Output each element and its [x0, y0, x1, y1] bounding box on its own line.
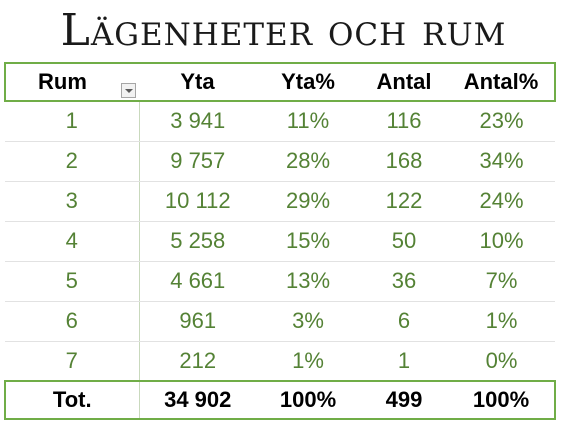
table-row: 1 3 941 11% 116 23%	[5, 101, 555, 142]
cell-yta-percent: 3%	[256, 301, 360, 342]
cell-yta: 10 112	[139, 181, 256, 222]
column-header-yta: Yta	[139, 62, 256, 102]
rooms-table: Rum Yta Yta% Antal Antal% 1 3 941 11% 11…	[4, 62, 556, 420]
cell-rum: 4	[5, 221, 140, 262]
table-row: 3 10 112 29% 122 24%	[5, 181, 555, 222]
total-antal: 499	[360, 380, 448, 420]
cell-antal: 122	[360, 181, 448, 222]
table-row: 2 9 757 28% 168 34%	[5, 141, 555, 182]
cell-antal: 1	[360, 341, 448, 382]
filter-dropdown-button[interactable]	[121, 83, 136, 98]
page-title: Lägenheter och rum	[60, 5, 507, 56]
table-row: 7 212 1% 1 0%	[5, 341, 555, 382]
cell-yta: 961	[139, 301, 256, 342]
cell-yta-percent: 15%	[256, 221, 360, 262]
cell-yta-percent: 29%	[256, 181, 360, 222]
column-header-antal: Antal	[360, 62, 448, 102]
cell-yta: 9 757	[139, 141, 256, 182]
cell-rum: 1	[5, 101, 140, 142]
cell-antal-percent: 10%	[448, 221, 555, 262]
table-row: 5 4 661 13% 36 7%	[5, 261, 555, 302]
table-row: 6 961 3% 6 1%	[5, 301, 555, 342]
cell-antal-percent: 0%	[448, 341, 555, 382]
cell-yta: 5 258	[139, 221, 256, 262]
total-label: Tot.	[4, 380, 140, 420]
cell-rum: 3	[5, 181, 140, 222]
total-yta-percent: 100%	[256, 380, 360, 420]
cell-antal-percent: 1%	[448, 301, 555, 342]
cell-antal: 116	[360, 101, 448, 142]
cell-yta: 212	[139, 341, 256, 382]
cell-antal-percent: 24%	[448, 181, 555, 222]
cell-yta-percent: 13%	[256, 261, 360, 302]
cell-rum: 6	[5, 301, 140, 342]
cell-yta-percent: 28%	[256, 141, 360, 182]
column-header-yta-percent: Yta%	[256, 62, 360, 102]
cell-antal: 36	[360, 261, 448, 302]
table-row: 4 5 258 15% 50 10%	[5, 221, 555, 262]
column-header-rum: Rum	[4, 62, 139, 102]
total-yta: 34 902	[139, 380, 256, 420]
cell-yta-percent: 11%	[256, 101, 360, 142]
cell-antal: 50	[360, 221, 448, 262]
header-row: Rum Yta Yta% Antal Antal%	[4, 62, 556, 102]
total-row: Tot. 34 902 100% 499 100%	[4, 380, 556, 420]
cell-rum: 7	[5, 341, 140, 382]
cell-rum: 5	[5, 261, 140, 302]
cell-rum: 2	[5, 141, 140, 182]
cell-antal: 168	[360, 141, 448, 182]
cell-yta: 4 661	[139, 261, 256, 302]
column-header-antal-percent: Antal%	[448, 62, 556, 102]
chevron-down-icon	[124, 89, 133, 93]
total-antal-percent: 100%	[448, 380, 556, 420]
rooms-table-container: Rum Yta Yta% Antal Antal% 1 3 941 11% 11…	[4, 62, 556, 420]
cell-antal-percent: 34%	[448, 141, 555, 182]
cell-yta-percent: 1%	[256, 341, 360, 382]
cell-antal: 6	[360, 301, 448, 342]
cell-antal-percent: 23%	[448, 101, 555, 142]
cell-antal-percent: 7%	[448, 261, 555, 302]
column-header-label: Rum	[38, 69, 87, 94]
cell-yta: 3 941	[139, 101, 256, 142]
